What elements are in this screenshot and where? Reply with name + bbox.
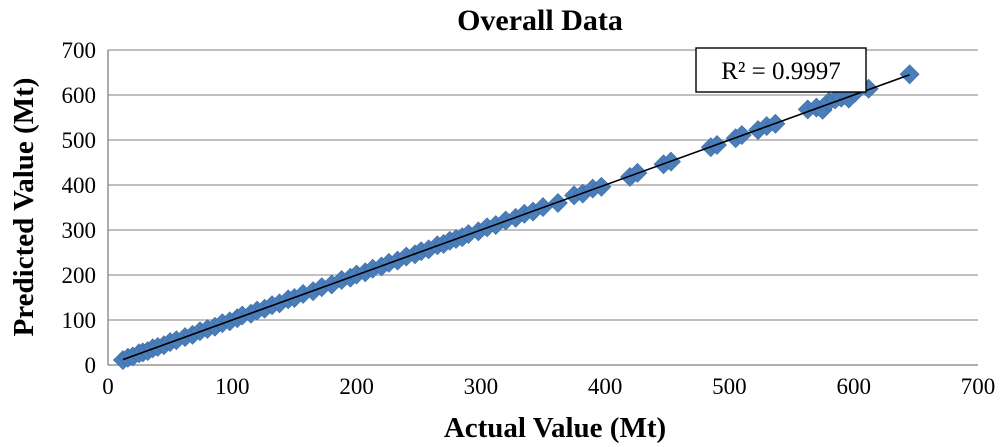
y-tick-label: 0 — [85, 353, 97, 378]
trendline — [122, 73, 910, 361]
r2-box — [695, 47, 867, 93]
x-tick-label: 700 — [961, 374, 996, 399]
r2-annotation: R² = 0.9997 — [695, 47, 867, 93]
x-tick-label: 400 — [588, 374, 623, 399]
data-point — [547, 193, 568, 213]
y-tick-label: 700 — [62, 38, 97, 63]
x-tick-label: 100 — [215, 374, 250, 399]
x-tick-label: 0 — [102, 374, 114, 399]
x-tick-label: 200 — [339, 374, 374, 399]
y-tick-label: 100 — [62, 308, 97, 333]
y-tick-label: 400 — [62, 173, 97, 198]
data-point — [899, 64, 920, 85]
x-tick-label: 300 — [464, 374, 499, 399]
y-tick-labels: 0 100 200 300 400 500 600 700 — [62, 38, 97, 378]
r2-label: R² = 0.9997 — [721, 58, 841, 85]
y-tick-label: 300 — [62, 218, 97, 243]
chart-title: Overall Data — [457, 4, 623, 37]
x-axis-title: Actual Value (Mt) — [444, 412, 666, 444]
y-tick-label: 200 — [62, 263, 97, 288]
x-tick-labels: 0 100 200 300 400 500 600 700 — [102, 374, 995, 399]
gridlines — [108, 49, 978, 321]
x-tick-label: 500 — [712, 374, 747, 399]
y-tick-label: 600 — [62, 83, 97, 108]
y-tick-label: 500 — [62, 128, 97, 153]
x-tick-label: 600 — [836, 374, 871, 399]
y-axis-title: Predicted Value (Mt) — [8, 78, 40, 337]
